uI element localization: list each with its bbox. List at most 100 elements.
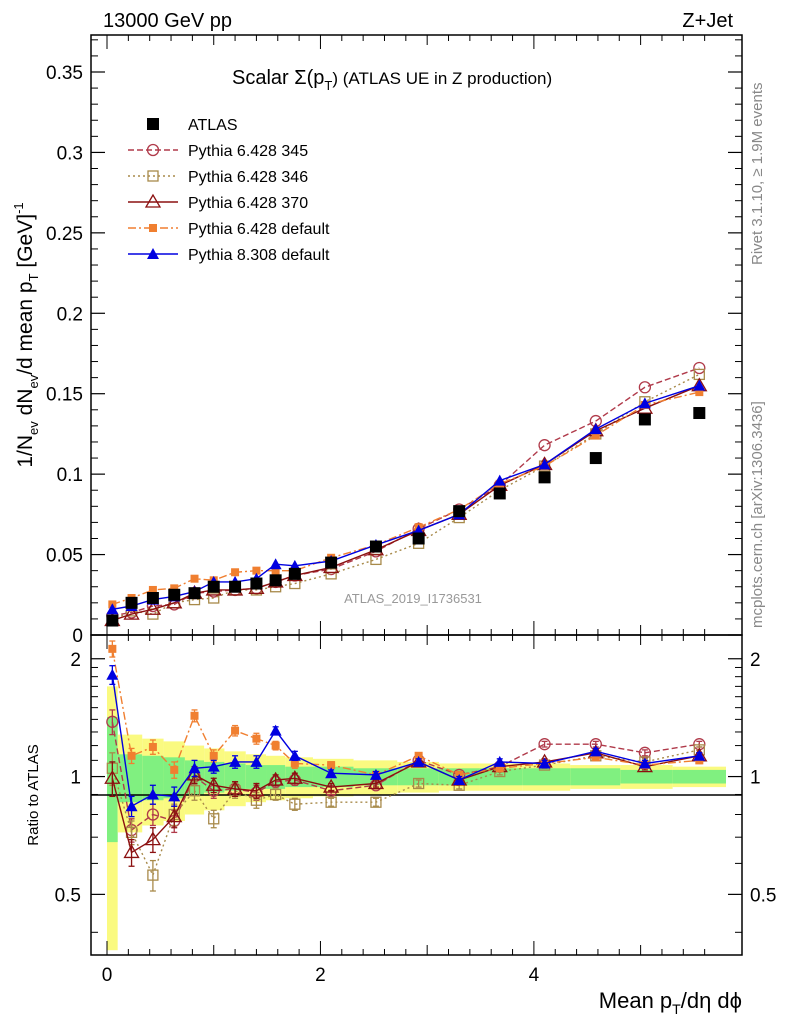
ratio-point-p8def <box>325 767 338 779</box>
data-point-atlas <box>106 614 119 627</box>
band-inner <box>522 768 571 786</box>
ratio-point-p8def <box>188 762 201 774</box>
legend-item-atlas: ATLAS <box>147 117 238 134</box>
ratio-point-p8def <box>229 755 242 767</box>
ratio-x-axis: 0 2 4 <box>102 635 706 986</box>
data-point-p6def <box>148 585 157 594</box>
ratio-point-p8def <box>207 760 220 772</box>
ratio-point-p6def <box>108 644 117 653</box>
ratio-point-p6def <box>209 751 218 760</box>
ratio-point-p8def <box>106 668 119 680</box>
data-point-atlas <box>269 574 282 587</box>
ratio-point-p8def <box>638 757 651 769</box>
ratio-point-p370 <box>367 775 385 790</box>
legend-marker-p8def <box>147 248 159 259</box>
ratio-point-p6def <box>414 751 423 760</box>
data-point-p6def <box>591 431 600 440</box>
data-point-p370 <box>123 605 140 620</box>
data-point-atlas <box>493 487 506 500</box>
data-point-p370 <box>166 594 183 609</box>
ratio-point-p8def <box>493 755 506 767</box>
data-point-p8def <box>269 558 282 570</box>
data-point-atlas <box>288 567 301 580</box>
ratio-point-p8def <box>589 745 602 757</box>
ratio-point-p346 <box>412 777 425 790</box>
process-label: Z+Jet <box>682 10 733 32</box>
legend-item-p345: Pythia 6.428 345 <box>128 143 308 160</box>
legend-label-p8def: Pythia 8.308 default <box>188 247 330 264</box>
main-plot-data <box>104 361 708 627</box>
main-x-axis-ticks <box>106 35 706 635</box>
ratio-y-tick-label-right: 1 <box>750 768 761 789</box>
ratio-point-p370 <box>144 831 162 846</box>
ratio-y-axis: 0.5 0.5 1 1 2 2 <box>55 650 776 933</box>
ratio-point-p6def <box>252 734 261 743</box>
data-point-p6def <box>252 566 261 575</box>
ratio-point-p6def <box>148 743 157 751</box>
data-point-atlas <box>538 471 551 484</box>
legend-label-p345: Pythia 6.428 345 <box>188 143 308 160</box>
ratio-point-p370 <box>166 808 183 823</box>
data-point-atlas <box>207 580 220 593</box>
ratio-point-p8def <box>693 749 706 761</box>
data-point-p8def <box>638 397 651 409</box>
legend-marker-p346 <box>147 170 159 182</box>
ratio-plot-data <box>104 640 708 892</box>
ratio-panel: 0.5 0.5 1 1 2 2 0 2 4 Ratio to ATLAS Mean pT/dη… <box>25 634 776 1017</box>
ratio-y-tick-label-right: 0.5 <box>750 885 776 906</box>
ratio-point-p345 <box>146 808 160 821</box>
data-point-atlas <box>325 556 338 569</box>
series-atlas <box>106 407 706 627</box>
ratio-point-p6def <box>190 711 199 720</box>
data-point-atlas <box>638 413 651 426</box>
ratio-point-p346 <box>188 785 201 797</box>
plot-title-subscript: T <box>324 78 332 93</box>
data-point-p8def <box>538 458 551 470</box>
data-point-p345 <box>638 381 652 394</box>
legend: ATLAS Pythia 6.428 345 Pythia 6.428 346 Pyt… <box>128 117 330 264</box>
series-line-p346 <box>112 373 700 622</box>
ratio-point-p346 <box>289 798 301 810</box>
data-point-atlas <box>168 588 181 601</box>
data-point-p8def <box>106 603 119 615</box>
main-panel: 0 0.05 0.1 0.15 0.2 0.25 0.3 0.35 ATLAS_2019_I1… <box>11 34 743 647</box>
legend-marker-p345 <box>146 143 160 157</box>
data-point-p6def <box>695 388 704 397</box>
x-axis-label-rest: /dη dϕ <box>681 988 742 1013</box>
main-y-tick-label: 0 <box>72 626 83 647</box>
plot-title-prefix: Scalar Σ(p <box>232 67 324 89</box>
series-line-p345 <box>112 367 700 617</box>
ratio-y-axis-label: Ratio to ATLAS <box>25 744 42 845</box>
ratio-point-p370 <box>267 771 284 786</box>
mcplots-label: mcplots.cern.ch [arXiv:1306.3436] <box>749 401 766 628</box>
data-point-p6def <box>271 566 280 575</box>
main-y-tick-label: 0.2 <box>57 304 83 325</box>
data-point-atlas <box>589 452 602 465</box>
legend-item-p8def: Pythia 8.308 default <box>128 247 330 264</box>
data-point-p345 <box>538 439 551 452</box>
x-axis-label: Mean pT/dη dϕ <box>599 988 742 1017</box>
ratio-point-p6def <box>495 764 504 773</box>
legend-label-p370: Pythia 6.428 370 <box>188 195 308 212</box>
data-point-p6def <box>170 584 179 593</box>
data-point-atlas <box>369 540 382 553</box>
x-tick-label: 0 <box>102 965 113 986</box>
ratio-point-p6def <box>170 765 179 774</box>
main-y-tick-label: 0.05 <box>46 546 83 567</box>
ratio-point-p8def <box>538 757 551 769</box>
legend-label-p6def: Pythia 6.428 default <box>188 221 330 238</box>
ratio-point-p370 <box>248 782 265 797</box>
data-point-p8def <box>589 423 602 435</box>
atlas-uncertainty-bands <box>107 686 726 951</box>
ratio-plot-frame <box>90 634 743 956</box>
legend-label-atlas: ATLAS <box>188 117 238 134</box>
ratio-point-p345 <box>538 738 551 751</box>
legend-item-p370: Pythia 6.428 370 <box>128 193 308 212</box>
main-y-axis: 0 0.05 0.1 0.15 0.2 0.25 0.3 0.35 <box>46 39 742 647</box>
data-point-atlas <box>453 505 466 518</box>
data-point-p6def <box>231 568 240 577</box>
ratio-y-tick-label-right: 2 <box>750 650 761 671</box>
band-inner <box>672 769 726 784</box>
data-point-p370 <box>144 600 162 615</box>
